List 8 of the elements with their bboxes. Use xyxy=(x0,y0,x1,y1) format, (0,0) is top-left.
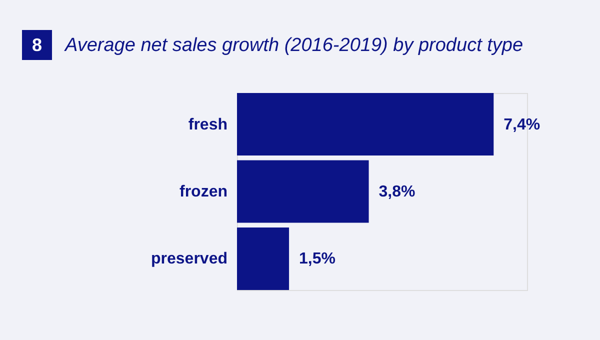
y-tick-label: preserved xyxy=(151,250,228,268)
data-label: 7,4% xyxy=(504,116,540,134)
data-label: 3,8% xyxy=(378,184,416,200)
y-tick-label: frozen xyxy=(180,184,228,200)
y-tick-label: fresh xyxy=(188,116,228,134)
text: 8 xyxy=(32,35,42,55)
data-label: 1,5% xyxy=(299,250,336,268)
chart-title: Average net sales growth (2016-2019) by product type xyxy=(64,35,524,56)
